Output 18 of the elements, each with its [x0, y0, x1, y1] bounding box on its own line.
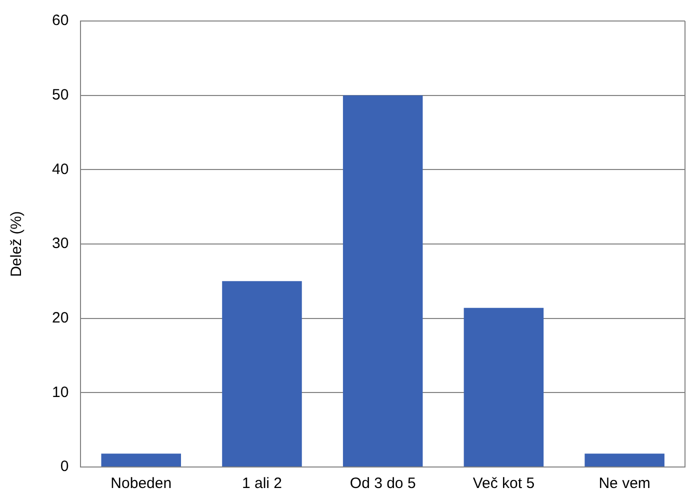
bar	[584, 454, 664, 466]
x-tick-label: Več kot 5	[472, 475, 535, 492]
y-tick-label: 20	[52, 309, 69, 326]
y-tick-label: 50	[52, 86, 69, 104]
bar	[464, 308, 544, 466]
x-tick-label: Od 3 do 5	[350, 475, 416, 492]
x-tick-label: 1 ali 2	[242, 475, 282, 492]
bar	[342, 95, 423, 466]
x-tick-label: Ne vem	[598, 475, 650, 492]
x-tick-label: Nobeden	[110, 475, 172, 492]
y-tick-label: 30	[52, 235, 69, 252]
y-tick-label: 40	[52, 160, 69, 178]
bar	[222, 281, 302, 466]
y-tick-label: 0	[60, 458, 69, 476]
bar	[101, 454, 181, 466]
y-axis-title: Delež (%)	[8, 211, 26, 277]
y-tick-label: 10	[52, 384, 69, 401]
y-tick-label: 60	[52, 12, 69, 30]
